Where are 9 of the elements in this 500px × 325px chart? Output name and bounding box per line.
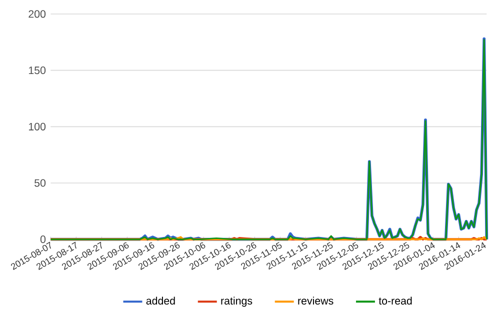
legend-label: added bbox=[146, 296, 175, 305]
y-tick-label: 0 bbox=[40, 236, 46, 244]
legend-label: ratings bbox=[221, 296, 252, 307]
legend-label: to-read bbox=[378, 296, 412, 305]
legend-label: reviews bbox=[298, 296, 334, 305]
y-tick-label: 150 bbox=[28, 66, 46, 74]
y-tick-label: 50 bbox=[34, 179, 46, 187]
y-tick-label: 100 bbox=[28, 122, 46, 130]
y-tick-label: 200 bbox=[28, 10, 46, 18]
